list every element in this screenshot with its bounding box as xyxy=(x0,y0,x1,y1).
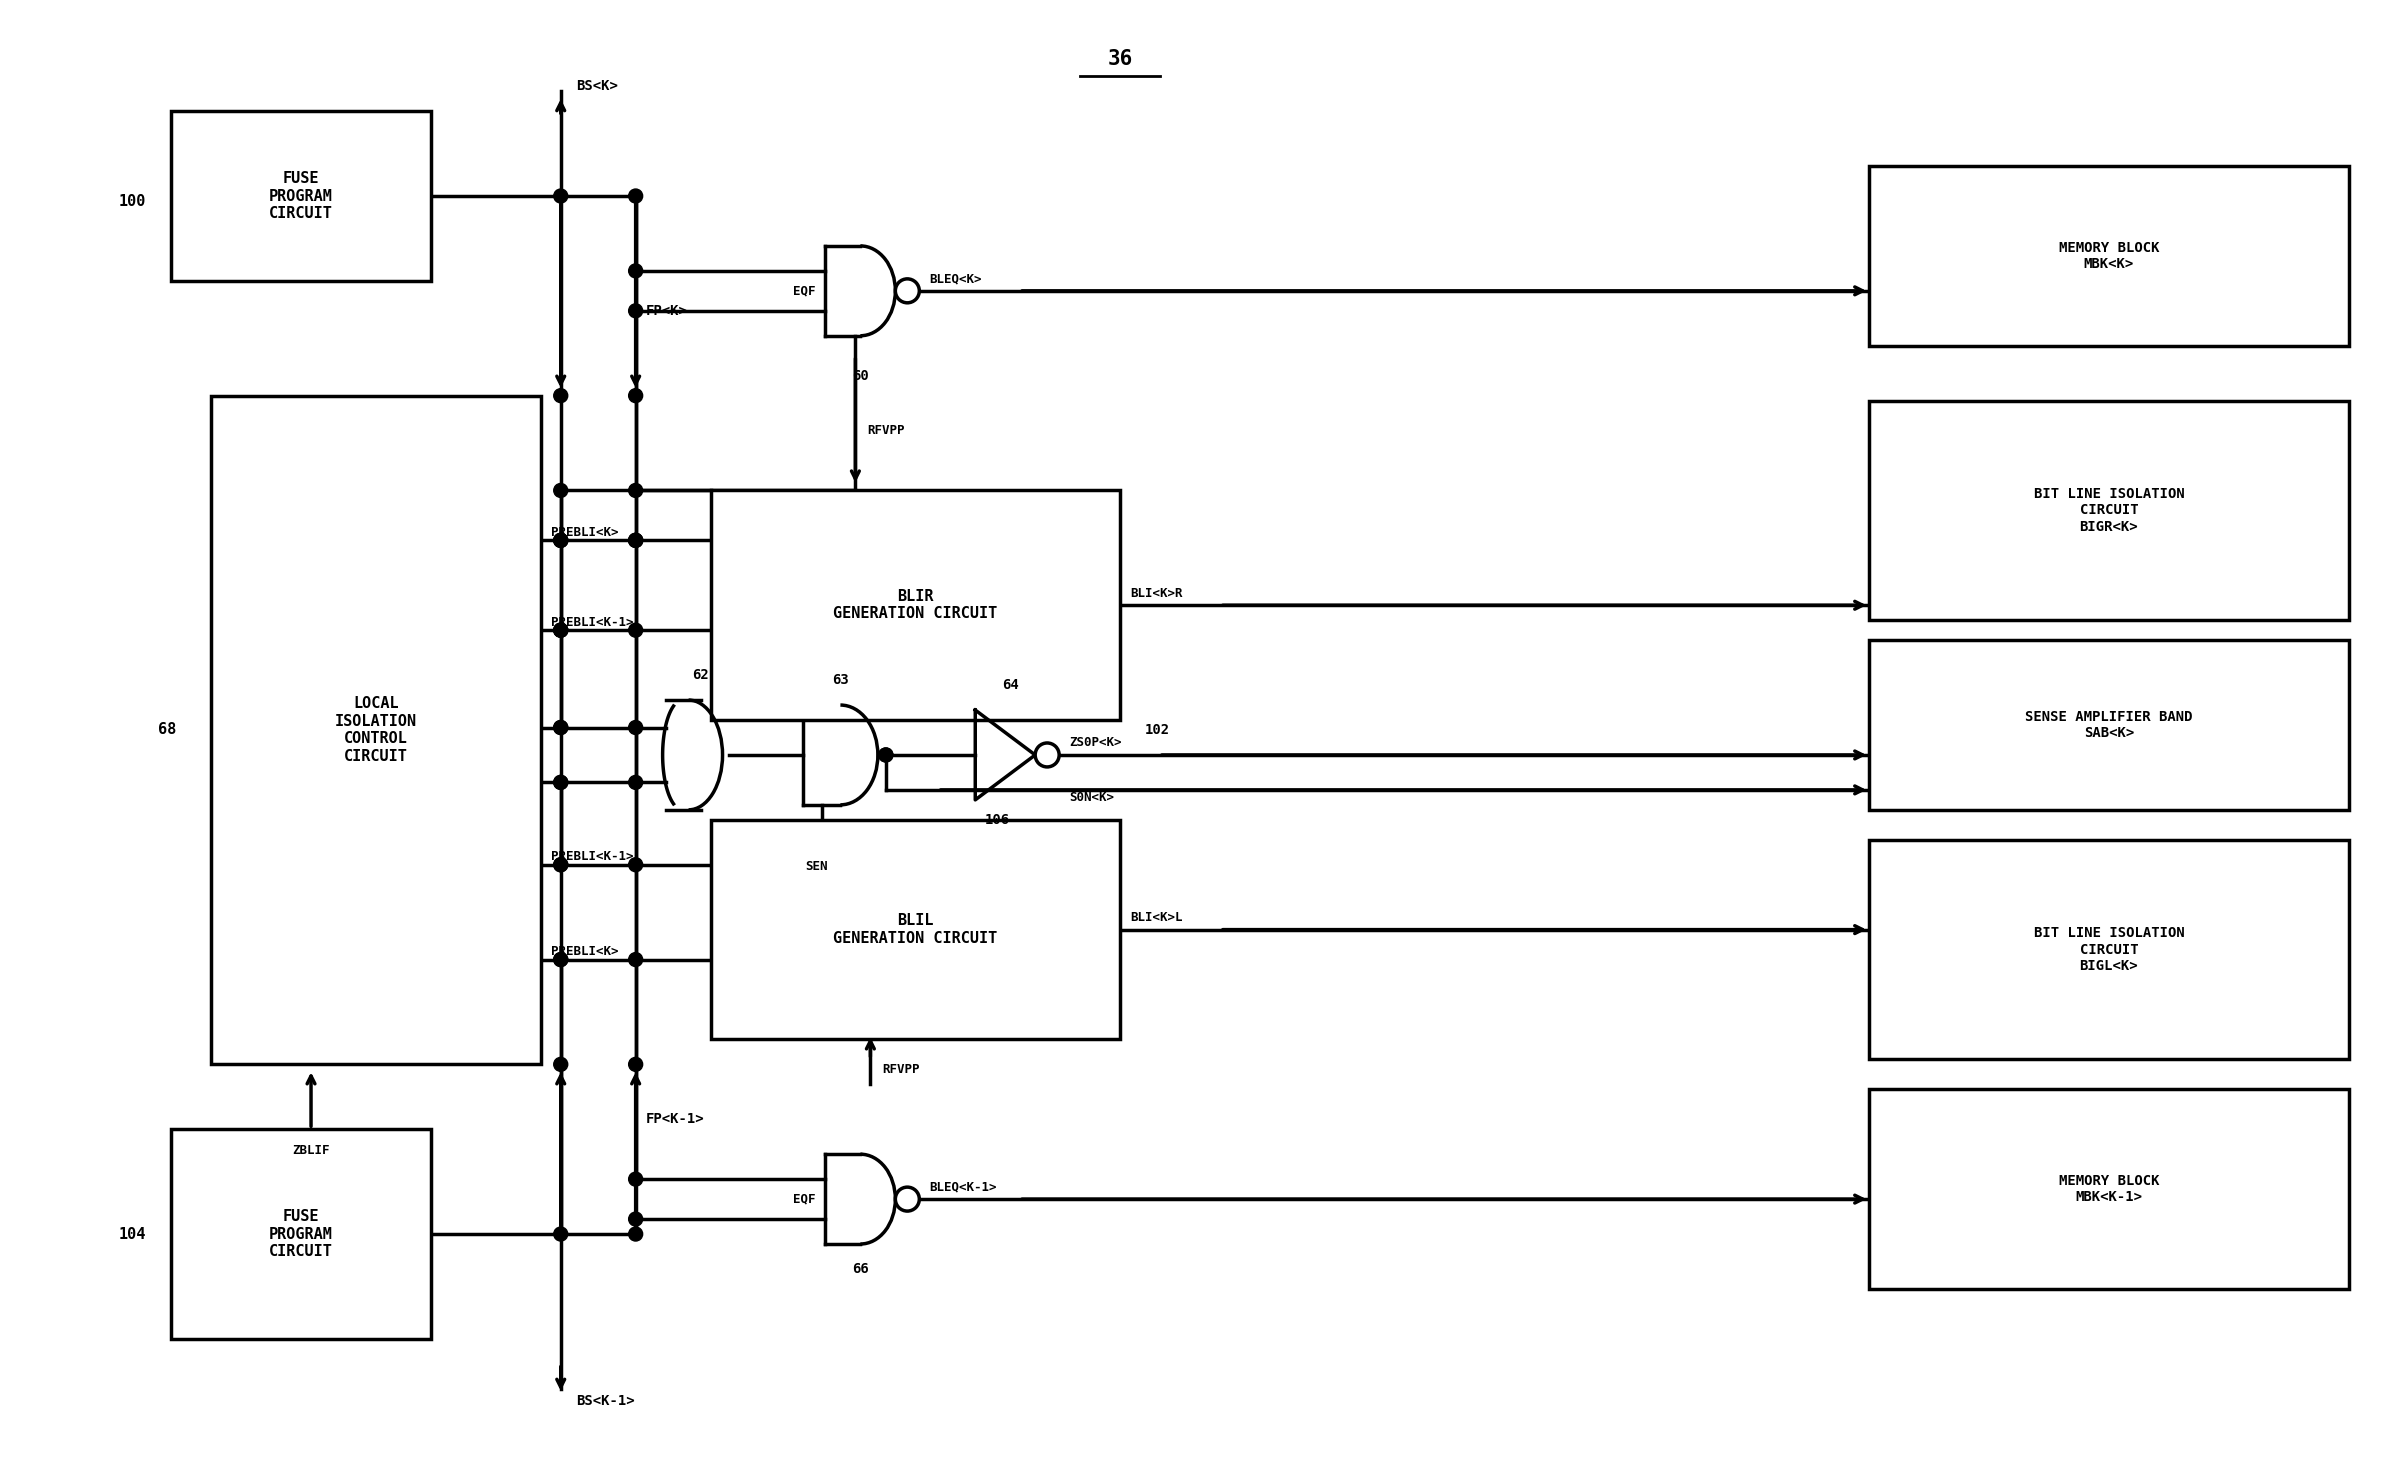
Text: RFVPP: RFVPP xyxy=(867,425,905,438)
Text: BS<K-1>: BS<K-1> xyxy=(576,1393,635,1408)
Circle shape xyxy=(628,534,642,547)
Bar xyxy=(712,490,1120,721)
Circle shape xyxy=(628,721,642,734)
Circle shape xyxy=(554,721,568,734)
Text: LOCAL
ISOLATION
CONTROL
CIRCUIT: LOCAL ISOLATION CONTROL CIRCUIT xyxy=(334,696,418,763)
Circle shape xyxy=(628,623,642,638)
Circle shape xyxy=(628,1227,642,1242)
Text: 66: 66 xyxy=(853,1262,869,1277)
Circle shape xyxy=(554,534,568,547)
Circle shape xyxy=(879,748,893,762)
Circle shape xyxy=(554,623,568,638)
Text: FUSE
PROGRAM
CIRCUIT: FUSE PROGRAM CIRCUIT xyxy=(270,171,332,220)
Text: SEN: SEN xyxy=(805,859,829,872)
Text: MEMORY BLOCK
MBK<K-1>: MEMORY BLOCK MBK<K-1> xyxy=(2058,1174,2159,1204)
Text: 36: 36 xyxy=(1108,50,1132,69)
Bar xyxy=(172,1129,430,1339)
Circle shape xyxy=(554,534,568,547)
Bar xyxy=(172,111,430,280)
Bar xyxy=(210,395,540,1065)
Circle shape xyxy=(554,721,568,734)
Text: 64: 64 xyxy=(1003,678,1020,692)
Text: PREBLI<K-1>: PREBLI<K-1> xyxy=(552,851,633,864)
Text: PREBLI<K-1>: PREBLI<K-1> xyxy=(552,616,633,629)
Circle shape xyxy=(628,858,642,871)
Text: PREBLI<K>: PREBLI<K> xyxy=(552,945,618,959)
Circle shape xyxy=(554,858,568,871)
Text: 104: 104 xyxy=(119,1227,146,1242)
Circle shape xyxy=(628,1172,642,1186)
Text: SENSE AMPLIFIER BAND
SAB<K>: SENSE AMPLIFIER BAND SAB<K> xyxy=(2025,711,2192,740)
Circle shape xyxy=(554,775,568,789)
Circle shape xyxy=(554,953,568,966)
Text: 63: 63 xyxy=(831,673,848,687)
Text: BLIR
GENERATION CIRCUIT: BLIR GENERATION CIRCUIT xyxy=(833,589,998,622)
Circle shape xyxy=(628,1212,642,1226)
Circle shape xyxy=(628,483,642,498)
Circle shape xyxy=(1034,743,1060,767)
Text: 102: 102 xyxy=(1146,724,1170,737)
Circle shape xyxy=(554,483,568,498)
Circle shape xyxy=(896,1188,919,1211)
Circle shape xyxy=(628,264,642,277)
Text: 60: 60 xyxy=(853,369,869,382)
Bar xyxy=(1870,1090,2350,1288)
Circle shape xyxy=(879,748,893,762)
Text: BLI<K>R: BLI<K>R xyxy=(1130,587,1182,600)
Text: 62: 62 xyxy=(693,668,709,683)
Circle shape xyxy=(628,953,642,966)
Circle shape xyxy=(554,1227,568,1242)
Bar xyxy=(712,820,1120,1039)
Bar xyxy=(1870,166,2350,346)
Text: 100: 100 xyxy=(119,194,146,209)
Circle shape xyxy=(628,190,642,203)
Text: S0N<K>: S0N<K> xyxy=(1070,791,1115,804)
Circle shape xyxy=(554,623,568,638)
Text: BLI<K>L: BLI<K>L xyxy=(1130,910,1182,924)
Circle shape xyxy=(554,858,568,871)
Bar xyxy=(1870,641,2350,810)
Text: 106: 106 xyxy=(986,813,1010,827)
Text: BS<K>: BS<K> xyxy=(576,79,618,93)
Circle shape xyxy=(554,534,568,547)
Circle shape xyxy=(628,534,642,547)
Circle shape xyxy=(554,190,568,203)
Text: 68: 68 xyxy=(158,722,177,737)
Text: BLIL
GENERATION CIRCUIT: BLIL GENERATION CIRCUIT xyxy=(833,913,998,945)
Circle shape xyxy=(554,953,568,966)
Text: ZBLIF: ZBLIF xyxy=(291,1144,330,1157)
Circle shape xyxy=(896,279,919,303)
Circle shape xyxy=(628,388,642,403)
Circle shape xyxy=(628,534,642,547)
Text: FP<K-1>: FP<K-1> xyxy=(645,1112,704,1126)
Circle shape xyxy=(628,303,642,318)
Text: FUSE
PROGRAM
CIRCUIT: FUSE PROGRAM CIRCUIT xyxy=(270,1210,332,1259)
Bar xyxy=(1870,401,2350,620)
Text: ZS0P<K>: ZS0P<K> xyxy=(1070,737,1122,750)
Text: EQF: EQF xyxy=(793,1192,814,1205)
Text: FP<K>: FP<K> xyxy=(645,303,688,318)
Text: RFVPP: RFVPP xyxy=(881,1062,919,1075)
Circle shape xyxy=(554,1058,568,1071)
Text: EQF: EQF xyxy=(793,285,814,298)
Text: BIT LINE ISOLATION
CIRCUIT
BIGL<K>: BIT LINE ISOLATION CIRCUIT BIGL<K> xyxy=(2035,926,2185,973)
Text: PREBLI<K>: PREBLI<K> xyxy=(552,525,618,538)
Text: BIT LINE ISOLATION
CIRCUIT
BIGR<K>: BIT LINE ISOLATION CIRCUIT BIGR<K> xyxy=(2035,487,2185,534)
Bar xyxy=(1870,840,2350,1059)
Text: MEMORY BLOCK
MBK<K>: MEMORY BLOCK MBK<K> xyxy=(2058,241,2159,271)
Circle shape xyxy=(628,775,642,789)
Circle shape xyxy=(554,623,568,638)
Circle shape xyxy=(554,775,568,789)
Text: BLEQ<K>: BLEQ<K> xyxy=(929,273,981,286)
Circle shape xyxy=(628,1058,642,1071)
Text: BLEQ<K-1>: BLEQ<K-1> xyxy=(929,1180,996,1193)
Circle shape xyxy=(554,388,568,403)
